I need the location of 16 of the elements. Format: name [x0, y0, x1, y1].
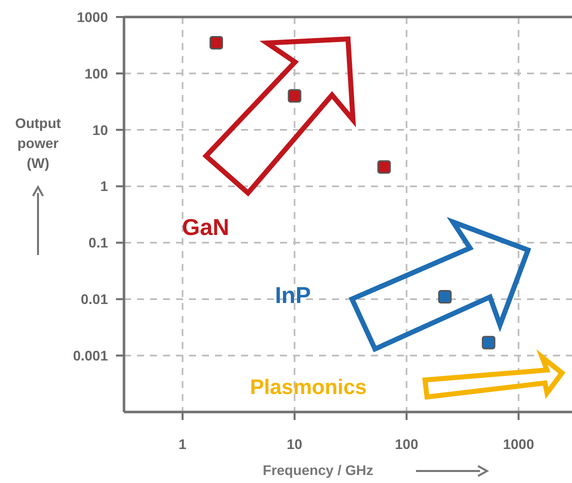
y-tick-label: 0.01: [80, 291, 108, 308]
text: GaN: [182, 214, 230, 240]
x-tick-label: 100: [394, 436, 418, 452]
x-tick-label: 1: [178, 436, 187, 452]
y-tick-label: 10: [92, 122, 108, 138]
y-axis-title: Output power (W): [15, 115, 62, 171]
y-tick-label: 1000: [76, 8, 108, 25]
x-tick-label: 10: [286, 436, 303, 452]
y-tick-label: 0.1: [88, 234, 108, 251]
x-tick-label: 1000: [502, 436, 534, 452]
x-axis-title: Frequency / GHz: [262, 462, 374, 478]
annotation: Plasmonics: [250, 376, 367, 399]
y-tick-label: 1: [100, 178, 108, 194]
y-tick-label: 0.001: [72, 347, 108, 364]
y-tick-label: 100: [84, 65, 108, 82]
text: InP: [275, 282, 311, 308]
